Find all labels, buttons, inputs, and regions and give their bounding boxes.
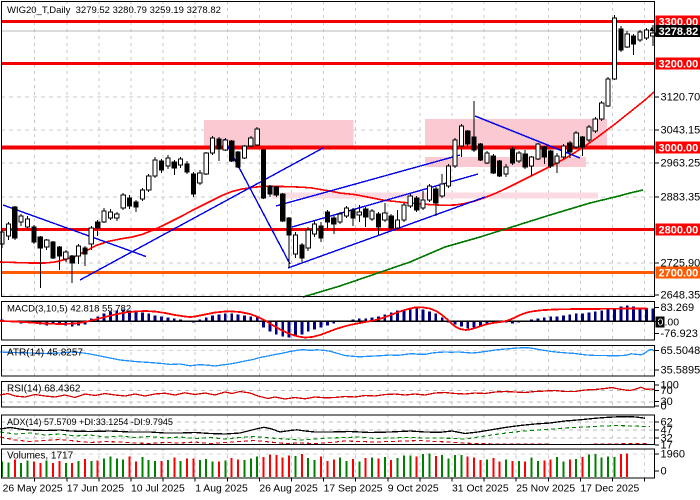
svg-text:10 Jul 2025: 10 Jul 2025 (131, 484, 185, 495)
svg-text:65.5048: 65.5048 (661, 345, 700, 357)
svg-text:0: 0 (661, 400, 667, 412)
svg-text:ADX(14) 57.5709 +DI:33.1254 -D: ADX(14) 57.5709 +DI:33.1254 -DI:9.7945 (7, 417, 173, 427)
svg-text:25 Nov 2025: 25 Nov 2025 (516, 484, 575, 495)
svg-text:2700.00: 2700.00 (659, 267, 699, 279)
svg-text:-76.923: -76.923 (661, 328, 698, 340)
svg-text:17: 17 (661, 440, 673, 452)
svg-text:32: 32 (661, 433, 673, 445)
svg-text:Volumes, 1717: Volumes, 1717 (7, 451, 74, 462)
svg-text:3043.15: 3043.15 (661, 125, 700, 137)
svg-text:30: 30 (661, 396, 673, 408)
svg-text:35.5895: 35.5895 (661, 364, 700, 376)
svg-text:17 Dec 2025: 17 Dec 2025 (580, 484, 639, 495)
svg-text:26 May 2025: 26 May 2025 (3, 484, 63, 495)
svg-text:62: 62 (661, 417, 673, 429)
svg-text:70: 70 (661, 385, 673, 397)
svg-text:3278.82: 3278.82 (659, 26, 699, 38)
svg-text:17 Sep 2025: 17 Sep 2025 (324, 484, 383, 495)
svg-text:ATR(14) 45.8257: ATR(14) 45.8257 (7, 348, 83, 359)
svg-text:3120.70: 3120.70 (661, 92, 700, 104)
svg-text:83.269: 83.269 (661, 302, 695, 314)
svg-text:0: 0 (658, 317, 664, 329)
svg-text:3000.00: 3000.00 (659, 142, 699, 154)
svg-text:17 Jun 2025: 17 Jun 2025 (67, 484, 124, 495)
svg-text:100: 100 (661, 380, 679, 392)
svg-text:2963.25: 2963.25 (661, 158, 700, 170)
svg-text:0: 0 (661, 466, 667, 478)
svg-text:47: 47 (661, 425, 673, 437)
svg-text:1 Aug 2025: 1 Aug 2025 (195, 484, 248, 495)
svg-text:2648.35: 2648.35 (661, 290, 700, 302)
svg-text:2800.00: 2800.00 (659, 224, 699, 236)
svg-text:3200.00: 3200.00 (659, 58, 699, 70)
svg-text:26 Aug 2025: 26 Aug 2025 (259, 484, 318, 495)
svg-text:2883.35: 2883.35 (661, 192, 700, 204)
svg-text:9 Oct 2025: 9 Oct 2025 (388, 484, 439, 495)
svg-text:MACD(3,10,5) 42.818 55.782: MACD(3,10,5) 42.818 55.782 (7, 304, 131, 315)
svg-text:1960: 1960 (661, 449, 685, 461)
svg-text:RSI(14) 68.4362: RSI(14) 68.4362 (7, 384, 81, 395)
svg-text:WIG20_T,Daily 3279.52 3280.79: WIG20_T,Daily 3279.52 3280.79 3259.19 32… (7, 5, 221, 16)
svg-text:31 Oct 2025: 31 Oct 2025 (452, 484, 509, 495)
svg-text:.00: .00 (665, 317, 680, 329)
